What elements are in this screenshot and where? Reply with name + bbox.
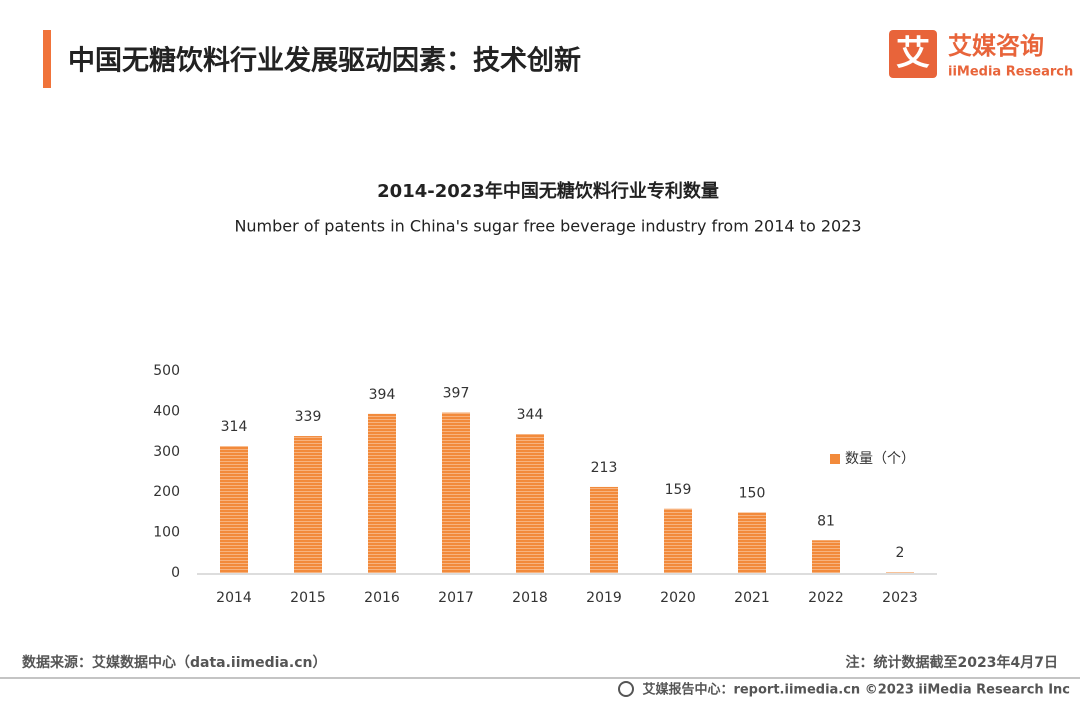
y-tick-label: 500 [153, 363, 180, 379]
footer-icon [618, 681, 634, 697]
value-label: 394 [369, 387, 396, 403]
x-tick-label: 2020 [660, 590, 696, 606]
x-tick-label: 2015 [290, 590, 326, 606]
chart-title: 2014-2023年中国无糖饮料行业专利数量 [377, 180, 719, 202]
x-tick-label: 2023 [882, 590, 918, 606]
chart-subtitle: Number of patents in China's sugar free … [234, 217, 861, 236]
value-label: 81 [817, 513, 835, 529]
value-label: 397 [443, 386, 470, 402]
bar [368, 413, 396, 573]
y-tick-label: 200 [153, 484, 180, 500]
source: 数据来源：艾媒数据中心（data.iimedia.cn） [22, 654, 326, 671]
x-tick-label: 2022 [808, 590, 844, 606]
x-tick-label: 2016 [364, 590, 400, 606]
logo-sub: iiMedia Research [948, 65, 1073, 80]
x-tick-label: 2017 [438, 590, 474, 606]
y-tick-label: 300 [153, 444, 180, 460]
value-label: 159 [665, 482, 692, 498]
value-label: 344 [517, 407, 544, 423]
bar [886, 572, 914, 573]
bar [294, 436, 322, 573]
bar [812, 540, 840, 573]
value-label: 213 [591, 460, 618, 476]
bar [442, 412, 470, 573]
logo-mark: 艾 [896, 34, 930, 74]
value-label: 150 [739, 485, 766, 501]
bar [516, 434, 544, 573]
x-tick-label: 2019 [586, 590, 622, 606]
x-tick-label: 2018 [512, 590, 548, 606]
note: 注：统计数据截至2023年4月7日 [846, 654, 1058, 671]
bar [664, 508, 692, 573]
title-accent [43, 30, 51, 88]
value-label: 339 [295, 409, 322, 425]
bar [590, 486, 618, 573]
x-tick-label: 2014 [216, 590, 252, 606]
bar [220, 446, 248, 573]
credit: 艾媒报告中心：report.iimedia.cn ©2023 iiMedia R… [642, 682, 1070, 698]
value-label: 2 [896, 545, 905, 561]
value-label: 314 [221, 419, 248, 435]
logo-box [889, 30, 937, 78]
x-tick-label: 2021 [734, 590, 770, 606]
logo-name: 艾媒咨询 [948, 32, 1044, 60]
legend-swatch [830, 454, 840, 464]
legend-label: 数量（个） [845, 451, 915, 467]
y-tick-label: 100 [153, 525, 180, 541]
y-tick-label: 400 [153, 403, 180, 419]
bar [738, 512, 766, 573]
y-tick-label: 0 [171, 565, 180, 581]
page-title: 中国无糖饮料行业发展驱动因素：技术创新 [68, 45, 581, 77]
